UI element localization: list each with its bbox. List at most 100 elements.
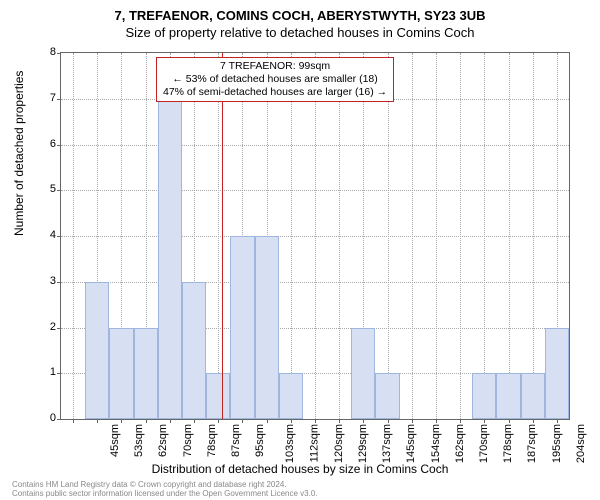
xtick-label: 103sqm xyxy=(285,424,297,463)
xtick-label: 195sqm xyxy=(551,424,563,463)
xtick-mark xyxy=(73,419,74,423)
histogram-bar xyxy=(521,373,545,419)
plot-area: 7 TREFAENOR: 99sqm← 53% of detached hous… xyxy=(60,52,570,420)
xtick-label: 187sqm xyxy=(526,424,538,463)
annotation-box: 7 TREFAENOR: 99sqm← 53% of detached hous… xyxy=(156,57,394,102)
xtick-label: 145sqm xyxy=(406,424,418,463)
title-line1: 7, TREFAENOR, COMINS COCH, ABERYSTWYTH, … xyxy=(0,8,600,23)
histogram-bar xyxy=(351,328,375,420)
xtick-label: 70sqm xyxy=(182,424,194,457)
gridline-v xyxy=(533,53,534,419)
ytick-label: 4 xyxy=(50,229,56,241)
gridline-v xyxy=(73,53,74,419)
xtick-label: 154sqm xyxy=(430,424,442,463)
title-line2: Size of property relative to detached ho… xyxy=(0,25,600,40)
ytick-label: 2 xyxy=(50,321,56,333)
xtick-mark xyxy=(97,419,98,423)
xtick-label: 87sqm xyxy=(230,424,242,457)
xtick-mark xyxy=(533,419,534,423)
xtick-label: 204sqm xyxy=(575,424,587,463)
ytick-mark xyxy=(57,145,61,146)
gridline-v xyxy=(218,53,219,419)
xtick-label: 78sqm xyxy=(206,424,218,457)
ytick-mark xyxy=(57,328,61,329)
histogram-bar xyxy=(134,328,158,420)
annotation-line3: 47% of semi-detached houses are larger (… xyxy=(163,86,387,99)
ytick-label: 0 xyxy=(50,412,56,424)
xtick-label: 137sqm xyxy=(381,424,393,463)
xtick-mark xyxy=(412,419,413,423)
xtick-mark xyxy=(388,419,389,423)
xtick-label: 170sqm xyxy=(478,424,490,463)
histogram-bar xyxy=(472,373,496,419)
xtick-mark xyxy=(339,419,340,423)
annotation-line1: 7 TREFAENOR: 99sqm xyxy=(163,60,387,73)
xtick-mark xyxy=(267,419,268,423)
xtick-label: 178sqm xyxy=(502,424,514,463)
xtick-mark xyxy=(460,419,461,423)
xtick-mark xyxy=(557,419,558,423)
xtick-mark xyxy=(146,419,147,423)
histogram-bar xyxy=(375,373,399,419)
xtick-mark xyxy=(242,419,243,423)
chart-container: 7, TREFAENOR, COMINS COCH, ABERYSTWYTH, … xyxy=(0,0,600,500)
histogram-bar xyxy=(255,236,279,419)
xtick-label: 112sqm xyxy=(308,424,320,462)
footer-attribution: Contains HM Land Registry data © Crown c… xyxy=(12,480,318,498)
gridline-v xyxy=(509,53,510,419)
histogram-bar xyxy=(158,99,182,419)
xtick-mark xyxy=(194,419,195,423)
xtick-label: 95sqm xyxy=(254,424,266,457)
gridline-v xyxy=(436,53,437,419)
xtick-mark xyxy=(170,419,171,423)
histogram-bar xyxy=(230,236,254,419)
title-block: 7, TREFAENOR, COMINS COCH, ABERYSTWYTH, … xyxy=(0,0,600,40)
footer-line1: Contains HM Land Registry data © Crown c… xyxy=(12,480,318,489)
gridline-v xyxy=(484,53,485,419)
gridline-v xyxy=(388,53,389,419)
xtick-label: 120sqm xyxy=(333,424,345,463)
ytick-label: 5 xyxy=(50,183,56,195)
histogram-bar xyxy=(496,373,520,419)
xtick-mark xyxy=(436,419,437,423)
ytick-mark xyxy=(57,419,61,420)
ytick-label: 7 xyxy=(50,92,56,104)
xtick-label: 45sqm xyxy=(109,424,121,457)
xtick-mark xyxy=(291,419,292,423)
ytick-label: 3 xyxy=(50,275,56,287)
reference-line xyxy=(222,53,223,419)
xtick-label: 53sqm xyxy=(133,424,145,457)
gridline-v xyxy=(339,53,340,419)
xtick-mark xyxy=(509,419,510,423)
ytick-label: 1 xyxy=(50,366,56,378)
ytick-mark xyxy=(57,282,61,283)
gridline-v xyxy=(291,53,292,419)
histogram-bar xyxy=(182,282,206,419)
annotation-line2: ← 53% of detached houses are smaller (18… xyxy=(163,73,387,86)
gridline-v xyxy=(460,53,461,419)
xtick-label: 62sqm xyxy=(158,424,170,457)
footer-line2: Contains public sector information licen… xyxy=(12,489,318,498)
xtick-mark xyxy=(363,419,364,423)
gridline-v xyxy=(315,53,316,419)
ytick-mark xyxy=(57,99,61,100)
histogram-bar xyxy=(206,373,230,419)
ytick-label: 6 xyxy=(50,138,56,150)
ytick-mark xyxy=(57,236,61,237)
histogram-bar xyxy=(85,282,109,419)
ytick-label: 8 xyxy=(50,46,56,58)
histogram-bar xyxy=(279,373,303,419)
histogram-bar xyxy=(109,328,133,420)
histogram-bar xyxy=(545,328,569,420)
x-axis-label: Distribution of detached houses by size … xyxy=(0,462,600,476)
y-axis-label: Number of detached properties xyxy=(12,71,26,236)
xtick-label: 162sqm xyxy=(454,424,466,463)
ytick-mark xyxy=(57,190,61,191)
xtick-mark xyxy=(121,419,122,423)
gridline-v xyxy=(412,53,413,419)
ytick-mark xyxy=(57,53,61,54)
xtick-mark xyxy=(218,419,219,423)
xtick-mark xyxy=(484,419,485,423)
ytick-mark xyxy=(57,373,61,374)
xtick-mark xyxy=(315,419,316,423)
